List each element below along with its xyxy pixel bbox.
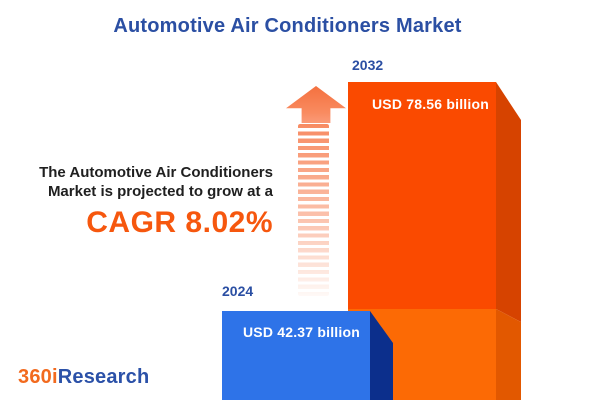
bar-value-2024: USD 42.37 billion <box>243 324 360 340</box>
year-label-2024: 2024 <box>222 283 254 299</box>
cagr-value: CAGR 8.02% <box>86 206 273 239</box>
bar-2032-lower-side <box>496 309 521 400</box>
bar-2024-face <box>222 311 370 400</box>
year-label-2032: 2032 <box>352 57 384 73</box>
projection-text-block: The Automotive Air Conditioners Market i… <box>0 163 273 240</box>
growth-arrow-stripes <box>298 124 329 296</box>
brand-logo: 360iResearch <box>18 366 149 389</box>
logo-360i: 360i <box>18 366 58 388</box>
bar-2032-side <box>496 82 521 322</box>
bar-2032-face <box>348 82 496 309</box>
bar-2024-side <box>370 311 393 400</box>
page-title: Automotive Air Conditioners Market <box>113 15 462 37</box>
projection-line-1: The Automotive Air Conditioners <box>39 164 273 181</box>
logo-research: Research <box>57 366 150 388</box>
projection-line-2: Market is projected to grow at a <box>47 183 273 200</box>
bar-value-2032: USD 78.56 billion <box>372 96 489 112</box>
